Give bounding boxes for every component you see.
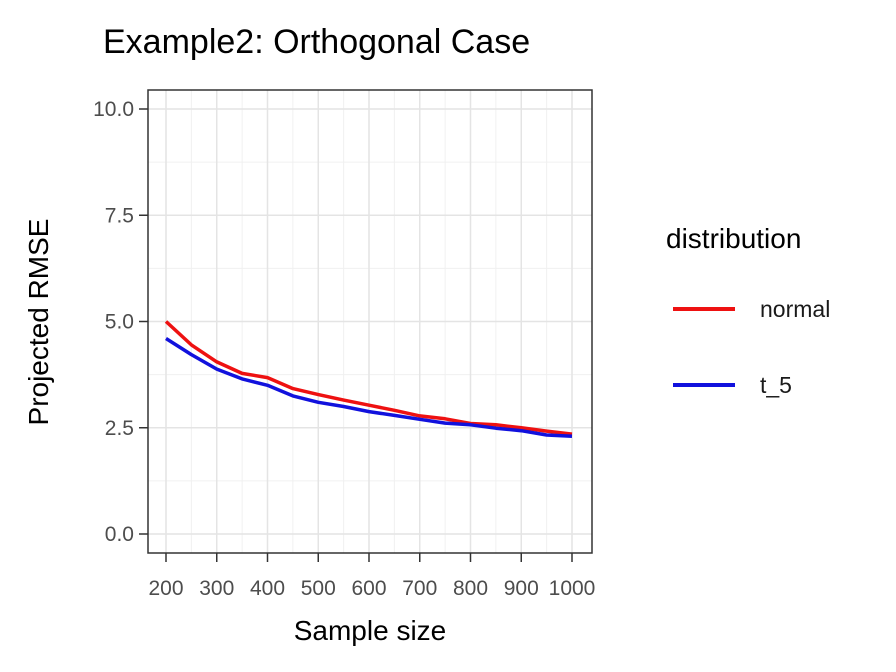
y-tick-label: 5.0: [105, 311, 134, 334]
y-tick-label: 2.5: [105, 417, 134, 440]
x-tick-label: 1000: [549, 577, 596, 600]
y-axis: 0.0 2.5 5.0 7.5 10.0: [93, 98, 148, 546]
legend-label-t_5: t_5: [760, 372, 792, 398]
x-tick-label: 700: [402, 577, 437, 600]
legend: distribution normal t_5: [666, 223, 830, 398]
x-axis: 200 300 400 500 600 700 800 900 1000: [148, 553, 595, 600]
x-tick-label: 500: [301, 577, 336, 600]
legend-label-normal: normal: [760, 296, 830, 322]
y-axis-title: Projected RMSE: [23, 219, 54, 426]
y-tick-label: 7.5: [105, 204, 134, 227]
series-line-t_5: [165, 337, 573, 439]
series-line-normal: [164, 320, 573, 436]
x-tick-label: 300: [199, 577, 234, 600]
x-tick-label: 200: [148, 577, 183, 600]
legend-title: distribution: [666, 223, 801, 254]
y-tick-label: 0.0: [105, 523, 134, 546]
grid: [148, 90, 592, 553]
series-lines: [164, 320, 573, 439]
x-tick-label: 900: [504, 577, 539, 600]
x-axis-title: Sample size: [294, 615, 447, 646]
x-tick-label: 400: [250, 577, 285, 600]
y-tick-label: 10.0: [93, 98, 134, 121]
chart-title: Example2: Orthogonal Case: [103, 23, 530, 61]
x-tick-label: 600: [351, 577, 386, 600]
x-tick-label: 800: [453, 577, 488, 600]
